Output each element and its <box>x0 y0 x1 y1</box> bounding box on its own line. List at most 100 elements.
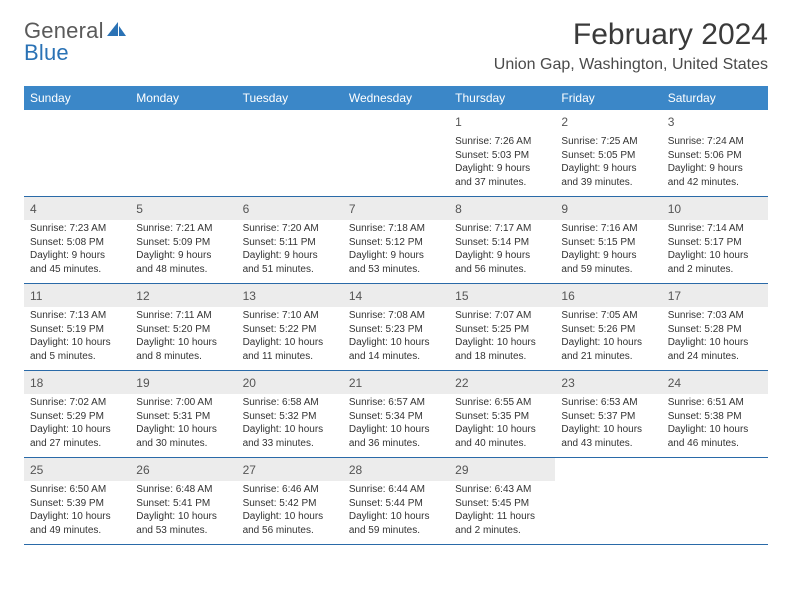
calendar: SundayMondayTuesdayWednesdayThursdayFrid… <box>24 86 768 545</box>
calendar-day-cell <box>555 458 661 544</box>
daylight-text: Daylight: 10 hours and 43 minutes. <box>561 423 655 450</box>
day-number: 14 <box>349 289 362 303</box>
sunset-text: Sunset: 5:05 PM <box>561 149 655 163</box>
sunset-text: Sunset: 5:15 PM <box>561 236 655 250</box>
day-number: 12 <box>136 289 149 303</box>
calendar-day-cell <box>24 110 130 196</box>
day-details: Sunrise: 7:07 AMSunset: 5:25 PMDaylight:… <box>449 307 555 369</box>
day-details: Sunrise: 7:00 AMSunset: 5:31 PMDaylight:… <box>130 394 236 456</box>
calendar-week: 25 Sunrise: 6:50 AMSunset: 5:39 PM Dayligh… <box>24 458 768 545</box>
daylight-text: Daylight: 10 hours and 8 minutes. <box>136 336 230 363</box>
sunrise-text: Sunrise: 6:53 AM <box>561 396 655 410</box>
day-details: Sunrise: 7:11 AMSunset: 5:20 PMDaylight:… <box>130 307 236 369</box>
daylight-text: Daylight: 10 hours and 56 minutes. <box>243 510 337 537</box>
calendar-day-cell: 16 Sunrise: 7:05 AMSunset: 5:26 PMDayligh… <box>555 284 661 370</box>
calendar-day-cell: 12 Sunrise: 7:11 AMSunset: 5:20 PMDayligh… <box>130 284 236 370</box>
sunset-text: Sunset: 5:17 PM <box>668 236 762 250</box>
daylight-text: Daylight: 10 hours and 21 minutes. <box>561 336 655 363</box>
day-number: 24 <box>668 376 681 390</box>
brand-text-blue: Blue <box>24 42 128 64</box>
day-number: 10 <box>668 202 681 216</box>
sunset-text: Sunset: 5:11 PM <box>243 236 337 250</box>
daylight-text: Daylight: 9 hours and 51 minutes. <box>243 249 337 276</box>
sunrise-text: Sunrise: 6:48 AM <box>136 483 230 497</box>
day-number: 20 <box>243 376 256 390</box>
day-details: Sunrise: 6:51 AMSunset: 5:38 PMDaylight:… <box>662 394 768 456</box>
calendar-day-cell: 24 Sunrise: 6:51 AMSunset: 5:38 PMDayligh… <box>662 371 768 457</box>
sunset-text: Sunset: 5:26 PM <box>561 323 655 337</box>
day-number: 5 <box>136 202 143 216</box>
sunset-text: Sunset: 5:12 PM <box>349 236 443 250</box>
calendar-day-cell: 13 Sunrise: 7:10 AMSunset: 5:22 PMDayligh… <box>237 284 343 370</box>
calendar-week: 4Sunrise: 7:23 AMSunset: 5:08 PMDaylight… <box>24 197 768 284</box>
calendar-week: 1Sunrise: 7:26 AMSunset: 5:03 PMDaylight… <box>24 110 768 197</box>
calendar-day-cell: 19 Sunrise: 7:00 AMSunset: 5:31 PMDayligh… <box>130 371 236 457</box>
daylight-text: Daylight: 9 hours and 37 minutes. <box>455 162 549 189</box>
day-details: Sunrise: 7:24 AMSunset: 5:06 PMDaylight:… <box>662 133 768 195</box>
day-number: 19 <box>136 376 149 390</box>
day-number: 28 <box>349 463 362 477</box>
calendar-day-cell: 21Sunrise: 6:57 AMSunset: 5:34 PMDayligh… <box>343 371 449 457</box>
sunset-text: Sunset: 5:23 PM <box>349 323 443 337</box>
sunrise-text: Sunrise: 7:24 AM <box>668 135 762 149</box>
sunset-text: Sunset: 5:34 PM <box>349 410 443 424</box>
sunrise-text: Sunrise: 7:18 AM <box>349 222 443 236</box>
sunrise-text: Sunrise: 7:14 AM <box>668 222 762 236</box>
day-number: 4 <box>30 202 37 216</box>
weekday-header: Friday <box>555 86 661 110</box>
day-number: 27 <box>243 463 256 477</box>
day-details: Sunrise: 6:43 AMSunset: 5:45 PMDaylight:… <box>449 481 555 543</box>
weekday-header: Sunday <box>24 86 130 110</box>
calendar-day-cell: 1Sunrise: 7:26 AMSunset: 5:03 PMDaylight… <box>449 110 555 196</box>
calendar-day-cell <box>343 110 449 196</box>
day-number: 1 <box>455 115 462 129</box>
calendar-day-cell <box>662 458 768 544</box>
sunset-text: Sunset: 5:39 PM <box>30 497 124 511</box>
day-number: 13 <box>243 289 256 303</box>
daylight-text: Daylight: 11 hours and 2 minutes. <box>455 510 549 537</box>
day-details: Sunrise: 7:03 AMSunset: 5:28 PMDaylight:… <box>662 307 768 369</box>
sunset-text: Sunset: 5:08 PM <box>30 236 124 250</box>
day-number: 7 <box>349 202 356 216</box>
sunrise-text: Sunrise: 6:50 AM <box>30 483 124 497</box>
weekday-header: Wednesday <box>343 86 449 110</box>
daylight-text: Daylight: 10 hours and 11 minutes. <box>243 336 337 363</box>
daylight-text: Daylight: 9 hours and 56 minutes. <box>455 249 549 276</box>
day-details: Sunrise: 7:18 AMSunset: 5:12 PMDaylight:… <box>343 220 449 282</box>
sunrise-text: Sunrise: 7:08 AM <box>349 309 443 323</box>
sunrise-text: Sunrise: 7:16 AM <box>561 222 655 236</box>
day-number: 2 <box>561 115 568 129</box>
sunrise-text: Sunrise: 7:10 AM <box>243 309 337 323</box>
sunrise-text: Sunrise: 7:05 AM <box>561 309 655 323</box>
day-number: 25 <box>30 463 43 477</box>
day-details: Sunrise: 6:55 AMSunset: 5:35 PMDaylight:… <box>449 394 555 456</box>
day-number: 8 <box>455 202 462 216</box>
day-details: Sunrise: 7:13 AMSunset: 5:19 PMDaylight:… <box>24 307 130 369</box>
calendar-day-cell: 18Sunrise: 7:02 AMSunset: 5:29 PMDayligh… <box>24 371 130 457</box>
calendar-day-cell: 3 Sunrise: 7:24 AMSunset: 5:06 PMDaylight… <box>662 110 768 196</box>
day-number: 16 <box>561 289 574 303</box>
calendar-day-cell: 10Sunrise: 7:14 AMSunset: 5:17 PMDayligh… <box>662 197 768 283</box>
sunset-text: Sunset: 5:37 PM <box>561 410 655 424</box>
sunrise-text: Sunrise: 7:11 AM <box>136 309 230 323</box>
calendar-body: 1Sunrise: 7:26 AMSunset: 5:03 PMDaylight… <box>24 110 768 545</box>
sunset-text: Sunset: 5:31 PM <box>136 410 230 424</box>
sunset-text: Sunset: 5:44 PM <box>349 497 443 511</box>
day-number: 3 <box>668 115 675 129</box>
sunset-text: Sunset: 5:06 PM <box>668 149 762 163</box>
day-details: Sunrise: 7:16 AMSunset: 5:15 PMDaylight:… <box>555 220 661 282</box>
calendar-day-cell: 29Sunrise: 6:43 AMSunset: 5:45 PMDayligh… <box>449 458 555 544</box>
day-number: 9 <box>561 202 568 216</box>
daylight-text: Daylight: 9 hours and 53 minutes. <box>349 249 443 276</box>
sunrise-text: Sunrise: 7:26 AM <box>455 135 549 149</box>
daylight-text: Daylight: 10 hours and 18 minutes. <box>455 336 549 363</box>
sunset-text: Sunset: 5:28 PM <box>668 323 762 337</box>
sunset-text: Sunset: 5:42 PM <box>243 497 337 511</box>
calendar-day-cell: 8Sunrise: 7:17 AMSunset: 5:14 PMDaylight… <box>449 197 555 283</box>
day-number: 26 <box>136 463 149 477</box>
calendar-day-cell <box>237 110 343 196</box>
weekday-header-row: SundayMondayTuesdayWednesdayThursdayFrid… <box>24 86 768 110</box>
calendar-day-cell: 7 Sunrise: 7:18 AMSunset: 5:12 PMDaylight… <box>343 197 449 283</box>
daylight-text: Daylight: 10 hours and 27 minutes. <box>30 423 124 450</box>
day-details: Sunrise: 7:10 AMSunset: 5:22 PMDaylight:… <box>237 307 343 369</box>
